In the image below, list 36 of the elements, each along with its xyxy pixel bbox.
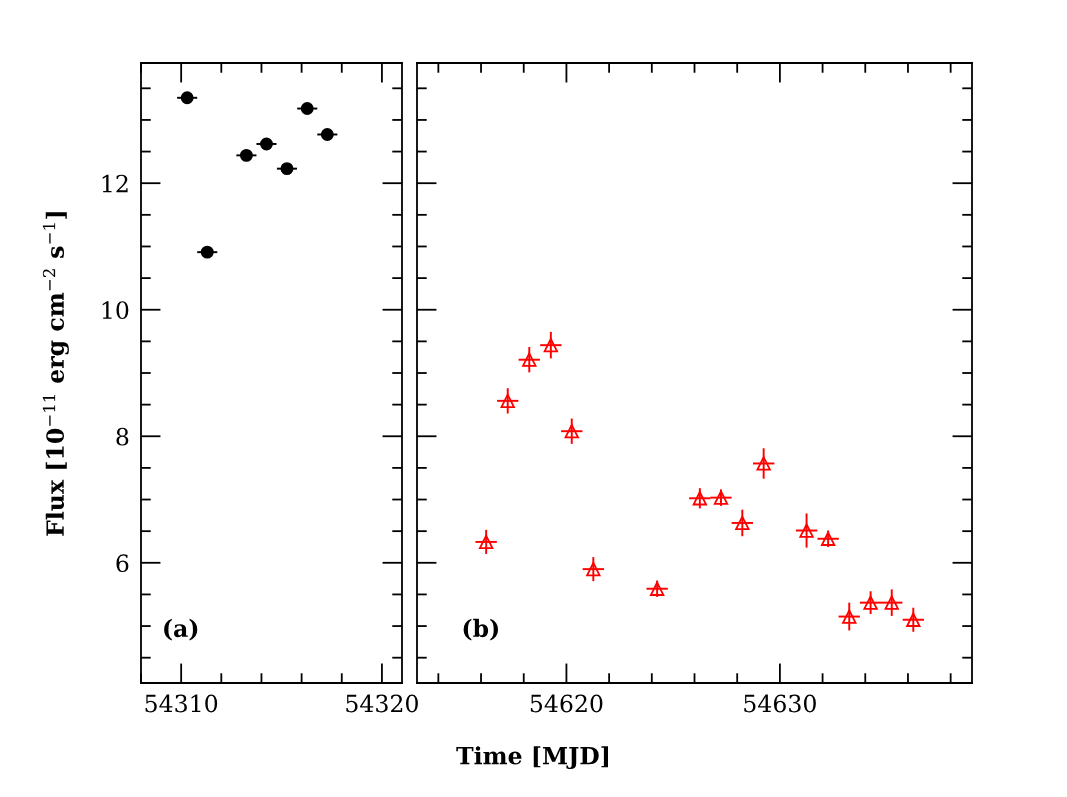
annotation: (b) xyxy=(463,618,499,641)
point xyxy=(756,456,771,471)
point xyxy=(200,245,214,259)
y-tick-label: 10 xyxy=(102,301,129,320)
y-tick-label: 6 xyxy=(116,554,129,573)
point xyxy=(735,515,750,531)
point xyxy=(522,352,537,367)
point xyxy=(320,128,334,141)
x-tick-label: 54310 xyxy=(145,694,218,713)
point xyxy=(884,595,899,610)
y-tick-label: 8 xyxy=(116,427,129,446)
point xyxy=(300,102,314,116)
point xyxy=(479,534,494,550)
point xyxy=(543,338,558,353)
point xyxy=(820,531,836,546)
point xyxy=(649,581,665,596)
point xyxy=(239,148,253,162)
x-tick-label: 54630 xyxy=(744,694,816,713)
point xyxy=(713,490,729,505)
point xyxy=(280,162,294,176)
point xyxy=(180,91,194,105)
annotation: (a) xyxy=(164,618,198,641)
y-axis-title: Flux [10$^{−11}$ erg cm$^{−2}$ s$^{−1}$] xyxy=(42,212,69,536)
point xyxy=(260,137,273,151)
point xyxy=(564,424,579,439)
point xyxy=(692,491,707,506)
x-axis-title: Time [MJD] xyxy=(456,746,608,770)
point xyxy=(842,609,857,624)
point xyxy=(799,523,814,538)
point xyxy=(863,595,878,610)
point xyxy=(500,393,515,408)
point xyxy=(586,561,601,577)
x-tick-label: 54620 xyxy=(530,694,603,713)
point xyxy=(906,612,921,627)
y-tick-label: 12 xyxy=(102,174,128,193)
x-tick-label: 54320 xyxy=(346,694,418,713)
